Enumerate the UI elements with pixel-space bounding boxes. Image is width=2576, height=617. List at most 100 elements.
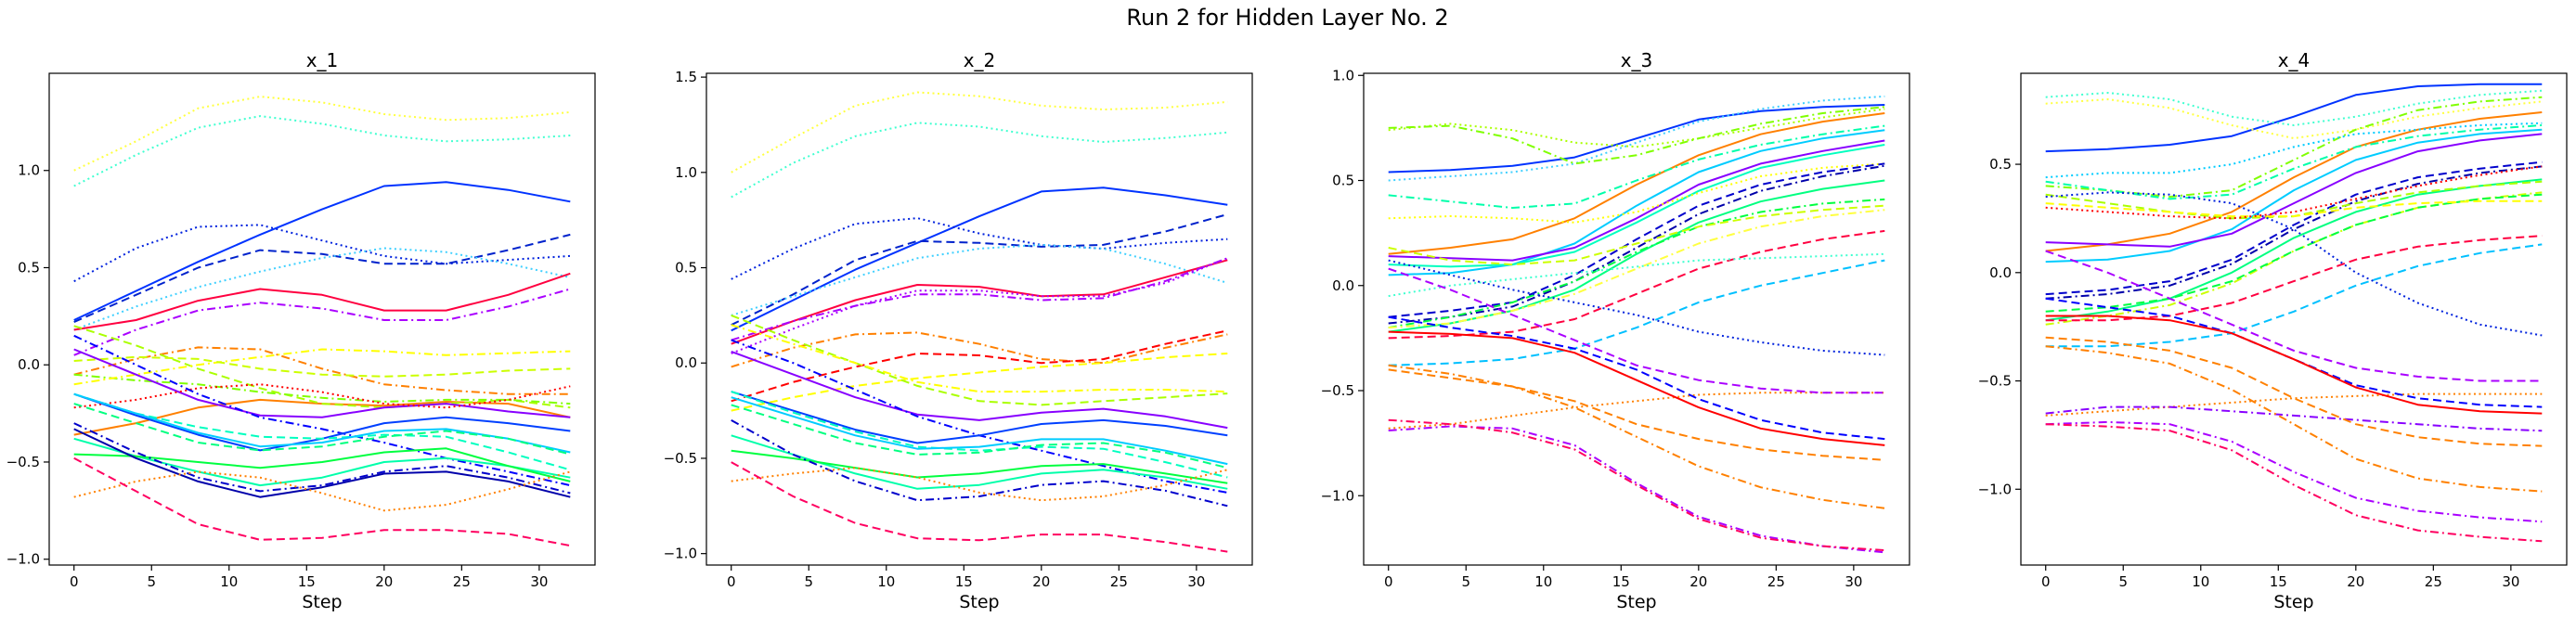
y-tick-label: 0.5 <box>1332 173 1354 189</box>
series-line-25 <box>1388 368 1885 461</box>
series-line-10 <box>2045 161 2543 296</box>
series-line-2 <box>1388 95 1885 182</box>
series-line-5 <box>1388 112 1885 255</box>
series-line-17 <box>73 334 571 487</box>
series-line-26 <box>2045 336 2543 447</box>
plot-frame <box>1363 72 1910 566</box>
series-line-25 <box>73 428 571 498</box>
series-line-12 <box>731 329 1228 403</box>
series-line-5 <box>731 213 1228 327</box>
series-line-7 <box>1388 129 1885 276</box>
y-tick-label: 0.0 <box>18 356 40 373</box>
series-group <box>2045 83 2543 543</box>
series-group <box>73 96 571 547</box>
series-line-6 <box>1388 124 1885 209</box>
x-tick-label: 30 <box>1845 573 1862 590</box>
series-line-29 <box>2045 423 2543 543</box>
y-tick-label: −0.5 <box>664 450 697 467</box>
subplot-4: 0 5 10 15 20 25 30 −1.0 −0.5 0.0 0.5 x_4 Step <box>1978 49 2568 612</box>
series-line-8 <box>1388 139 1885 262</box>
series-group <box>731 91 1228 553</box>
x-tick-label: 20 <box>1032 573 1050 590</box>
y-tick-label: 1.0 <box>1332 67 1354 84</box>
series-line-15 <box>2045 193 2543 313</box>
series-line-23 <box>731 419 1228 508</box>
x-tick-label: 15 <box>955 573 973 590</box>
series-line-2 <box>731 122 1228 199</box>
y-tick-label: −1.0 <box>1321 487 1354 504</box>
series-line-10 <box>731 331 1228 368</box>
figure-title: Run 2 for Hidden Layer No. 2 <box>1126 5 1448 31</box>
x-tick-label: 10 <box>220 573 238 590</box>
series-line-8 <box>73 288 571 356</box>
x-tick-label: 30 <box>1187 573 1205 590</box>
series-line-26 <box>1388 364 1885 509</box>
series-line-12 <box>73 373 571 405</box>
series-line-15 <box>731 350 1228 430</box>
series-line-5 <box>2045 111 2543 252</box>
series-line-3 <box>731 186 1228 332</box>
series-line-24 <box>73 422 571 495</box>
series-line-20 <box>73 447 571 482</box>
y-tick-label: 0.0 <box>675 354 697 371</box>
series-line-7 <box>731 259 1228 345</box>
series-line-23 <box>73 403 571 456</box>
series-line-20 <box>731 391 1228 479</box>
y-tick-label: 0.0 <box>1989 264 2012 281</box>
plot-frame <box>2020 72 2568 566</box>
series-line-21 <box>2045 250 2543 382</box>
series-line-14 <box>2045 191 2543 326</box>
series-line-9 <box>1388 144 1885 268</box>
y-tick-label: −0.5 <box>1321 382 1354 399</box>
series-group <box>1388 95 1885 554</box>
subplot-title: x_2 <box>964 49 996 71</box>
series-line-21 <box>1388 392 1885 430</box>
x-tick-label: 10 <box>1534 573 1552 590</box>
x-tick-label: 10 <box>877 573 895 590</box>
series-line-4 <box>1388 106 1885 165</box>
series-line-2 <box>2045 89 2543 126</box>
y-tick-label: −0.5 <box>1978 373 2012 390</box>
subplot-1: 0 5 10 15 20 25 30 −1.0 −0.5 0.0 0.5 1.0 x_1 Step <box>6 49 596 612</box>
x-tick-label: 20 <box>2347 573 2364 590</box>
subplot-grid: 0 5 10 15 20 25 30 −1.0 −0.5 0.0 0.5 1.0 x_1 Step 0 5 10… <box>6 49 2568 612</box>
series-line-27 <box>2045 345 2543 493</box>
x-axis-label: Step <box>1616 592 1656 612</box>
series-line-9 <box>731 257 1228 341</box>
series-line-12 <box>1388 164 1885 325</box>
series-line-20 <box>2045 191 2543 337</box>
series-line-6 <box>731 243 1228 316</box>
subplot-title: x_1 <box>306 49 339 71</box>
x-axis-label: Step <box>302 592 342 612</box>
x-tick-label: 5 <box>2118 573 2128 590</box>
series-line-1 <box>1388 104 1885 174</box>
series-line-1 <box>73 96 571 172</box>
series-line-7 <box>73 272 571 331</box>
x-axis-label: Step <box>2273 592 2313 612</box>
series-line-2 <box>73 115 571 187</box>
subplot-2: 0 5 10 15 20 25 30 −1.0 −0.5 0.0 0.5 1.0 1.5 x_2 Step <box>664 49 1253 612</box>
series-line-8 <box>2045 128 2543 264</box>
series-line-23 <box>2045 297 2543 408</box>
series-line-3 <box>2045 98 2543 139</box>
series-line-19 <box>2045 165 2543 220</box>
series-line-24 <box>1388 330 1885 446</box>
series-line-1 <box>731 91 1228 174</box>
series-line-19 <box>731 449 1228 484</box>
series-line-22 <box>731 404 1228 469</box>
x-tick-label: 15 <box>298 573 316 590</box>
series-line-4 <box>731 217 1228 280</box>
series-line-16 <box>73 383 571 409</box>
subplot-title: x_4 <box>2278 49 2311 71</box>
y-tick-label: 0.5 <box>675 260 697 276</box>
series-line-11 <box>1388 162 1885 318</box>
series-line-22 <box>2045 392 2543 417</box>
y-tick-label: 0.5 <box>1989 156 2012 173</box>
x-tick-label: 20 <box>375 573 393 590</box>
x-tick-label: 30 <box>530 573 548 590</box>
x-tick-label: 25 <box>2425 573 2442 590</box>
series-line-13 <box>73 348 571 386</box>
subplot-title: x_3 <box>1621 49 1653 71</box>
